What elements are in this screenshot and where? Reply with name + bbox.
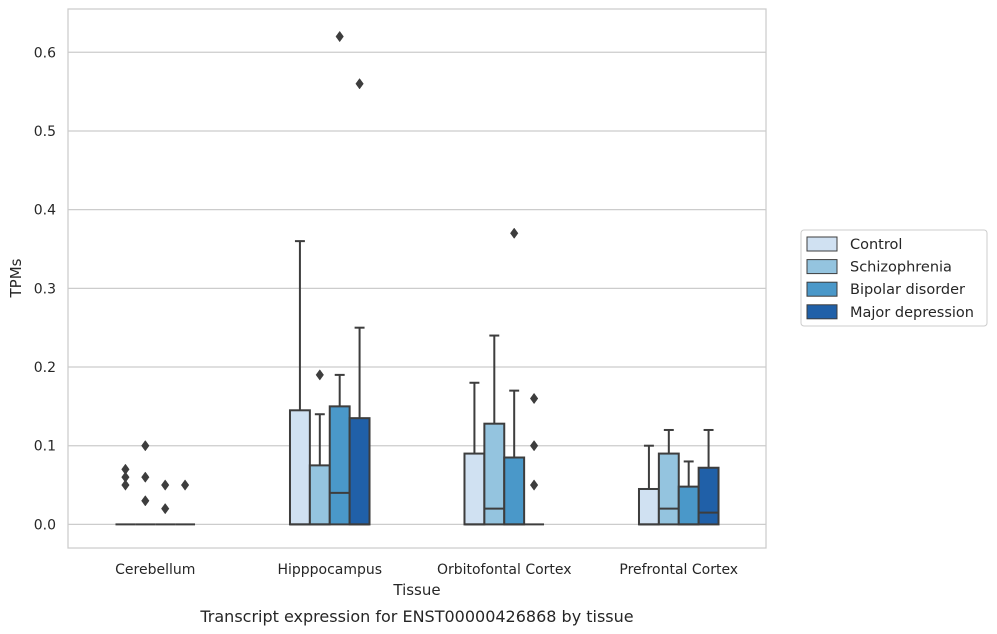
legend-label: Major depression — [850, 305, 974, 321]
box — [308, 464, 331, 526]
plot-area-frame — [67, 8, 767, 549]
y-tick-label: 0.5 — [34, 124, 56, 140]
y-tick-label: 0.4 — [34, 203, 56, 219]
x-tick-label: Cerebellum — [115, 562, 195, 578]
y-tick-label: 0.6 — [34, 45, 56, 61]
box — [697, 466, 720, 526]
box — [288, 409, 311, 526]
outlier-point — [121, 479, 130, 491]
outlier-point — [335, 30, 344, 43]
outlier-point — [529, 440, 539, 452]
series-bipolar-disorder — [155, 30, 700, 526]
outlier-point — [141, 495, 150, 507]
box — [657, 452, 680, 526]
box-series — [115, 30, 720, 526]
x-axis-label: Tissue — [392, 581, 440, 599]
legend-swatch — [806, 281, 838, 297]
outlier-point — [529, 479, 539, 491]
outlier-point — [355, 78, 364, 90]
outlier-point — [510, 227, 519, 239]
legend-swatch — [806, 259, 838, 275]
legend: Control Schizophrenia Bipolar disorder Majo… — [800, 229, 988, 327]
box — [348, 417, 371, 526]
x-tick-label: Orbitofontal Cortex — [437, 562, 572, 578]
legend-frame — [800, 229, 988, 327]
outlier-point — [141, 471, 150, 483]
legend-label: Control — [850, 237, 902, 253]
box — [503, 456, 526, 526]
x-tick-label: Hipppocampus — [277, 562, 382, 578]
outlier-point — [529, 392, 539, 405]
legend-swatch — [806, 236, 838, 252]
y-tick-label: 0.3 — [34, 281, 56, 297]
outlier-point — [315, 369, 324, 381]
outlier-point — [180, 479, 190, 491]
outlier-point — [161, 479, 170, 491]
box — [637, 487, 660, 526]
x-tick-label: Prefrontal Cortex — [619, 562, 738, 578]
y-tick-label: 0.1 — [34, 439, 56, 455]
outlier-point — [161, 503, 170, 515]
series-schizophrenia — [135, 334, 680, 526]
legend-label: Bipolar disorder — [850, 282, 965, 298]
series-major-depression — [175, 78, 720, 526]
y-axis-label: TPMs — [7, 258, 25, 298]
legend-swatch — [806, 304, 838, 320]
y-tick-label: 0.0 — [34, 517, 56, 533]
box — [328, 405, 351, 526]
box — [677, 485, 700, 526]
outlier-point — [141, 440, 150, 452]
box — [463, 452, 486, 526]
y-axis-ticks: 0.0 0.1 0.2 0.3 0.4 0.5 0.6 — [34, 45, 56, 533]
legend-label: Schizophrenia — [850, 260, 952, 276]
x-axis-ticks: Cerebellum Hipppocampus Orbitofontal Corte… — [115, 562, 738, 578]
outlier-point — [121, 471, 130, 483]
chart-caption: Transcript expression for ENST0000042686… — [199, 607, 633, 626]
y-tick-label: 0.2 — [34, 360, 56, 376]
outlier-point — [121, 463, 130, 475]
